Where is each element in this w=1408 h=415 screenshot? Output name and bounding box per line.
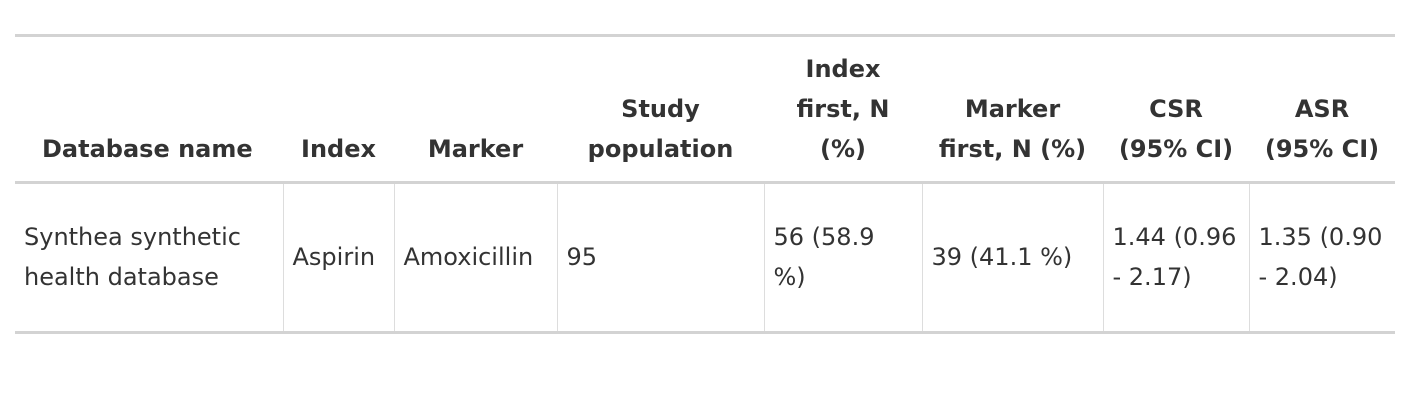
cell-index-first: 56 (58.9 %) xyxy=(763,182,922,333)
cell-study-population: 95 xyxy=(556,182,764,333)
header-csr: CSR (95% CI) xyxy=(1118,95,1234,163)
cell-database-name: Synthea synthetic health database xyxy=(24,222,241,291)
results-table: Database name Index Marker Study populat… xyxy=(15,34,1395,334)
cell-csr: 1.44 (0.96 - 2.17) xyxy=(1102,182,1249,333)
header-row: Database name Index Marker Study populat… xyxy=(15,35,1395,183)
header-asr: ASR (95% CI) xyxy=(1264,95,1380,163)
header-index-first: Index first, N (%) xyxy=(796,55,890,163)
table-header: Database name Index Marker Study populat… xyxy=(15,35,1395,183)
table-body: Synthea synthetic health database Aspiri… xyxy=(15,182,1395,333)
cell-marker-first: 39 (41.1 %) xyxy=(921,182,1103,333)
header-marker: Marker xyxy=(427,135,524,163)
header-index: Index xyxy=(301,135,376,163)
cell-asr: 1.35 (0.90 - 2.04) xyxy=(1248,182,1395,333)
header-database-name: Database name xyxy=(42,135,253,163)
cell-index: Aspirin xyxy=(282,182,394,333)
table-row: Synthea synthetic health database Aspiri… xyxy=(15,182,1395,333)
header-marker-first: Marker first, N (%) xyxy=(938,95,1087,163)
cell-marker: Amoxicillin xyxy=(393,182,557,333)
header-study-population: Study population xyxy=(587,95,734,163)
